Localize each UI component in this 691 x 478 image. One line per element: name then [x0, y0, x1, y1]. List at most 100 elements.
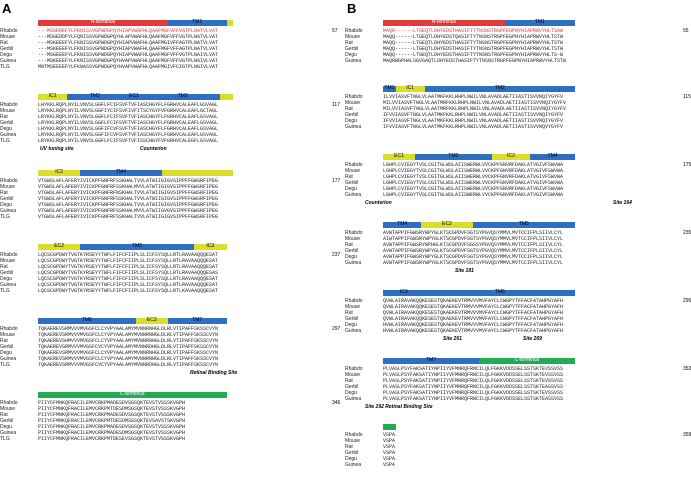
species-name: Guinea	[345, 58, 362, 64]
site-label: Site 181	[455, 268, 474, 274]
species-name: Degu	[345, 390, 357, 396]
domain-bar: EC1	[383, 153, 415, 160]
residue-position: 297	[332, 326, 341, 332]
sequence: LQCSCGPDWYTVGTKYRSEYYTWFLFIFCFIIPLSLICFS…	[38, 270, 219, 276]
sequence: MAQQ------LTGEQTLDHYEDSTQASIFTYTNSNSTRGP…	[383, 34, 564, 40]
sequence: PLVASLPSYFAKSATIYNPIIYVFMNRQFRNCILQLFGKK…	[383, 396, 564, 402]
domain-bar-label: IC2	[507, 153, 515, 159]
domain-bar: TM4	[383, 221, 422, 228]
domain-bar: N-terminus	[383, 19, 505, 26]
species-name: Mouse	[345, 372, 361, 378]
domain-bar: IC2	[491, 153, 531, 160]
sequence: MAQQ------LTGEQTLDHYEDSTHASIFTYTNSNSTRGP…	[383, 40, 564, 46]
species-name: Gerbil	[0, 270, 14, 276]
alignment-block: TM6 EC3 TM7 Rhabdo TQKAEREVSRMVVVMVGSFCLCYVP…	[0, 317, 341, 378]
residue-position: 115	[683, 94, 691, 100]
species-name: Degu	[345, 52, 357, 58]
domain-bar: TM2	[67, 93, 123, 100]
sequence: MNTMSEEEEFYLFKNASSVGPWDGPQYHVAPVWAFHLQAA…	[38, 64, 219, 70]
residue-position: 175	[683, 162, 691, 168]
residue-position: 117	[332, 102, 340, 108]
species-name: Rat	[345, 378, 353, 384]
panel-label: B	[347, 1, 357, 16]
species-name: Rhabdo	[0, 326, 18, 332]
sequence: LQCSCGPDWYTVGTKYRSEYYTWFLFIFCFIIPLSLICFS…	[38, 288, 219, 294]
species-name: Degu	[0, 126, 12, 132]
species-name: Degu	[345, 322, 357, 328]
residue-position: 55	[683, 28, 689, 34]
domain-bar: TM7	[383, 357, 479, 364]
sequence: TQKAEREVSRMVVVMVGSFCLCYVPYAALAMYMVNNRNHG…	[38, 332, 219, 338]
domain-bar-label: TM3	[177, 93, 188, 99]
sequence: ---MSKEEEFYLFKNISSVGPWDGPQYHVAPVWAFHLQAA…	[38, 58, 219, 64]
panel-b: B N-terminus TM1 Rhabdo MAQR------LTGEQTLDH…	[345, 0, 691, 472]
species-name: TLG	[0, 214, 10, 220]
domain-bar-label: N-terminus	[90, 19, 116, 25]
sequence: MILVVIASVFTNGLVLAATMRFKKLRHPLNWILVNLAVAD…	[383, 100, 567, 106]
sequence: HVWLAIRAVAKQQKESESTQKAEKEVTRMVVVMVFAYCLC…	[383, 322, 564, 328]
sequence: VSPA	[383, 456, 396, 462]
sequence: ILVVIASVFTNGLVLAATMKFKKLRHPLNWILVNLAVADL…	[383, 94, 564, 100]
sequence: PIIYCFMNKQFRACILEMVCRKPMTDESDMSGSQKTEVST…	[38, 406, 186, 412]
species-name: TLG	[0, 436, 10, 442]
species-name: Rat	[0, 190, 8, 196]
species-name: Gerbil	[0, 196, 14, 202]
species-name: Mouse	[0, 332, 16, 338]
sequence: VTGWSLAFLAFERYIVICKPFGNFRFNSKHALTVVLATWI…	[38, 190, 219, 196]
domain-bar: EC2	[38, 243, 81, 250]
species-name: Mouse	[0, 108, 16, 114]
sequence: LHYKKLRQPLNYILVNVSLGGFIFCVFSVFTVFIASCHGY…	[38, 126, 219, 132]
sequence: IFVVIASVFTNGLVLAATMKFKKLRHPLNWILVNLAVADL…	[383, 124, 564, 130]
domain-bar-label: IC3	[399, 289, 408, 295]
sequence: PLVASLPSYFAKSATIYNPIIYVFMNRQFRNCILQLFGKK…	[383, 390, 564, 396]
species-name: Gerbil	[345, 112, 359, 118]
site-label: Counterion	[365, 200, 392, 206]
sequence: HVWLAIRAVAKQQKESESTQKAEKEVTRMVVVMVFAYCLC…	[383, 328, 564, 334]
species-name: Degu	[0, 276, 12, 282]
species-name: Mouse	[345, 304, 361, 310]
sequence: LRYKKLRQPLNYILVNVSLGGFLFCIFSVFTVFIASCHGY…	[38, 120, 219, 126]
sequence: PIIYCFMNKQFRACILEMVCRKPMTDESDMSGSQKTEVSA…	[38, 418, 186, 424]
species-name: Gerbil	[345, 46, 359, 52]
sequence: VSPA	[383, 444, 396, 450]
species-name: Mouse	[0, 34, 16, 40]
sequence: AIWTAPPIFGWSRYWPYGLKTSCGPDVFSGTSYPGVQSYM…	[383, 236, 564, 242]
sequence: VTGWSLAFLAFERYIVICKPFGNFRFSSKHALTVVLATWI…	[38, 196, 219, 202]
residue-position: 57	[332, 28, 338, 34]
species-name: Rhabdo	[345, 230, 363, 236]
site-label: Site 292 Retinal Binding Site	[365, 404, 433, 410]
species-name: Degu	[345, 118, 357, 124]
domain-bar-label: TM7	[192, 317, 203, 323]
domain-bar: TM6	[424, 289, 575, 296]
species-name: TLG	[0, 64, 10, 70]
domain-bar-label: TM6	[81, 317, 92, 323]
domain-bar: TM6	[38, 317, 136, 324]
domain-bar: C-terminus	[479, 357, 575, 364]
species-name: Rat	[345, 444, 353, 450]
sequence: QVWLAIRAVAKQQKESESTQKAEKEVTRMVVVMVFAYCLC…	[383, 304, 564, 310]
alignment-block: Rhabdo VSPA Mouse VSPA Rat VSPA Gerbil VSPA Degu…	[345, 424, 691, 478]
domain-bar-label: EC1	[394, 153, 404, 159]
sequence: MAQRWGPHALSGVGAQTLDHYEDSTHASIFTYTNSNSTRG…	[383, 58, 567, 64]
domain-bar: TM1	[504, 19, 575, 26]
domain-bar	[161, 170, 233, 176]
sequence: PIIYCFMNKQFRACILEMVCRKPMTDESEVSGSQKTEVST…	[38, 436, 186, 442]
species-name: Gerbil	[0, 344, 14, 350]
domain-bar: EC1	[122, 93, 146, 100]
domain-bar: EC2	[421, 221, 473, 228]
sequence: LQCSCGPDWYTVGTKYRSEYYTWFLFIFCFIIPLSLICFS…	[38, 282, 219, 288]
sequence: LGHPLCVIEGYTVSLCGITGLWSLAIISWERWLVVCKPFG…	[383, 168, 564, 174]
domain-bar: IC1	[395, 85, 425, 92]
species-name: Gerbil	[345, 450, 359, 456]
sequence: PIIYCFMNKQFRACILEMVCRKPMADESDVSGSQKTEVST…	[38, 412, 186, 418]
sequence: LHYKKLRQPLNYILVNVSLGGFLFCIFSVFTVFIASCHGY…	[38, 102, 219, 108]
sequence: VSPA	[383, 432, 396, 438]
sequence: LRYKKLRQPLNYILVNVSLGGFIYCIFSVFIVFITSCYGY…	[38, 108, 219, 114]
sequence: QVWLAIRAVAKQQKESESTQKAEKEVTRMVVVMVFAYCLC…	[383, 298, 564, 304]
sequence: ---MSKEEEFYLFKNISSVGPWDGPQYHIAPVWAFHLQAA…	[38, 46, 219, 52]
sequence: TQKAEREVSRMVVVMVGSFCLCYVPYAALAMYMVNNRNHG…	[38, 356, 219, 362]
domain-bar: TM2	[424, 85, 575, 92]
domain-bar-label: TM4	[397, 221, 408, 227]
species-name: Rhabdo	[345, 94, 363, 100]
species-name: Rat	[0, 264, 8, 270]
